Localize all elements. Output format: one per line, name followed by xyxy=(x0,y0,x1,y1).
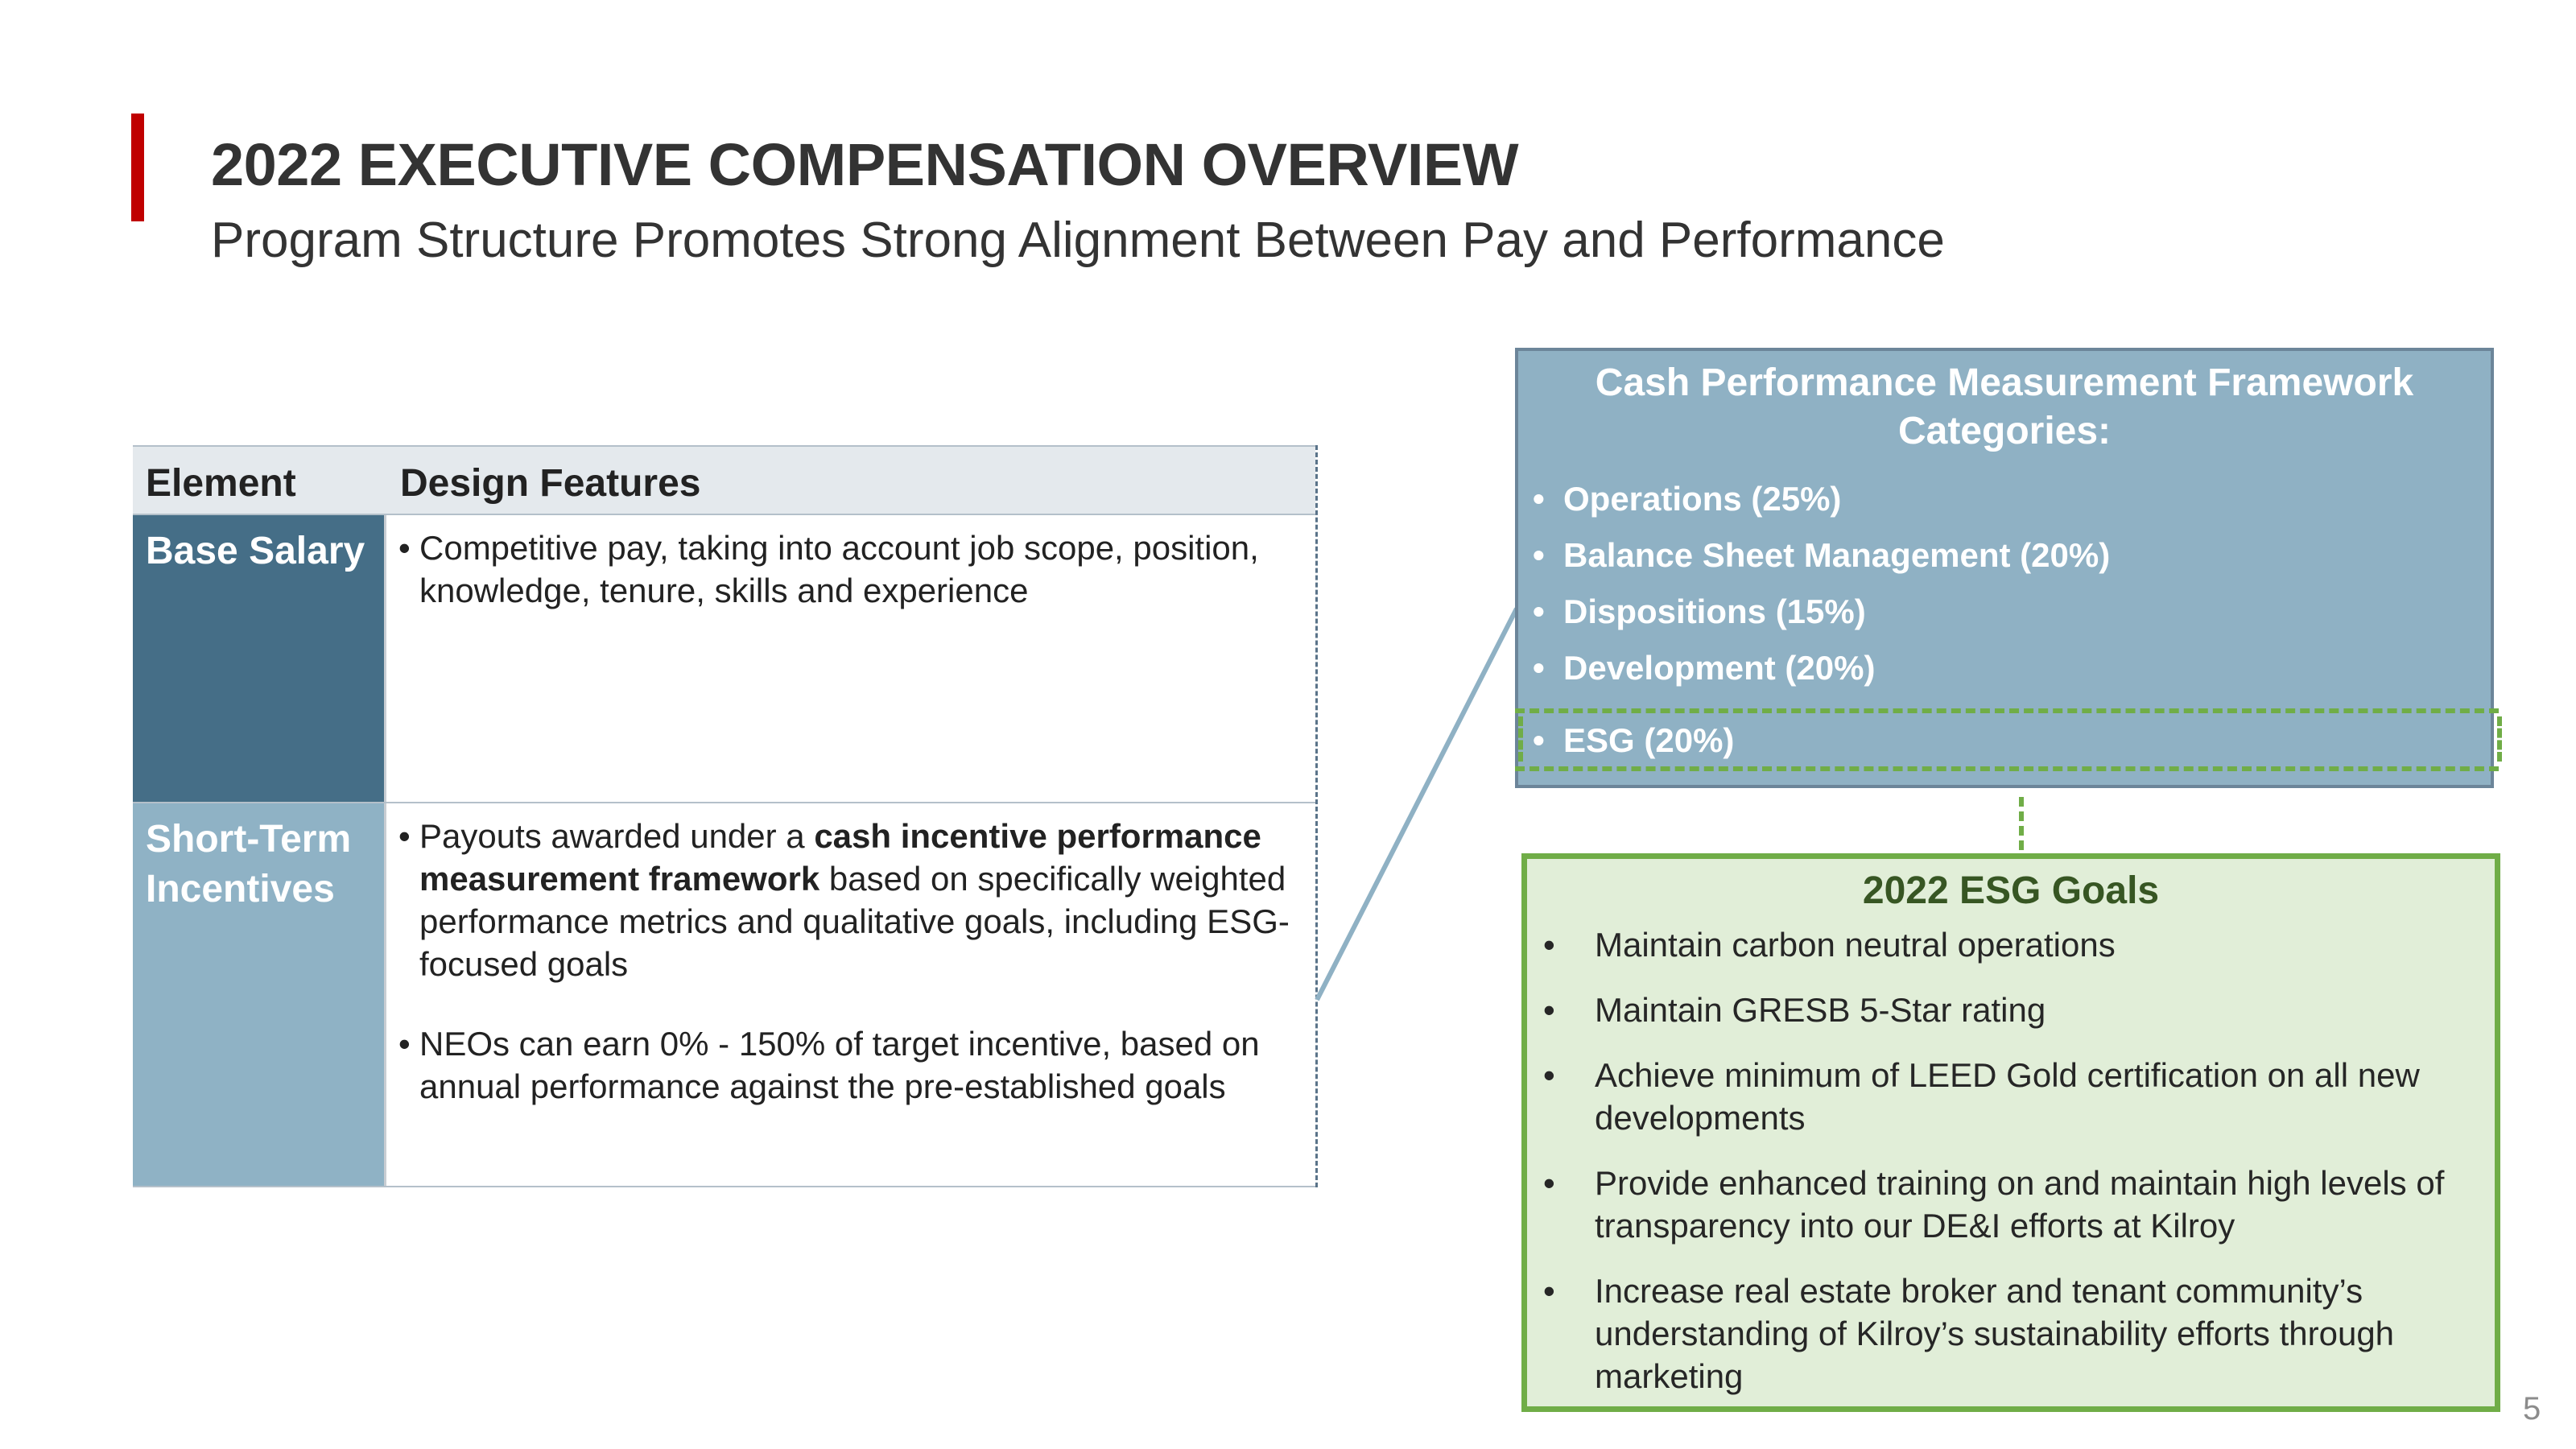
feature-text-post: based on specifically weighted performan… xyxy=(419,860,1290,983)
bullet-icon: • xyxy=(1543,926,1555,964)
framework-category-esg: • ESG (20%) xyxy=(1533,720,1734,776)
bullet-icon: • xyxy=(1543,1272,1555,1310)
bullet-icon: • xyxy=(398,1025,411,1063)
framework-category: • Operations (25%) xyxy=(1533,478,2110,535)
bullet-icon: • xyxy=(1533,536,1545,574)
table-header: Element Design Features xyxy=(133,445,1315,515)
cash-framework-box: Cash Performance Measurement Framework C… xyxy=(1515,348,2494,788)
bullet-icon: • xyxy=(1543,991,1555,1029)
feature-bullet: • NEOs can earn 0% - 150% of target ince… xyxy=(398,1022,1292,1108)
table-row-base-salary: Base Salary • Competitive pay, taking in… xyxy=(133,515,1315,803)
framework-category-list: • Operations (25%) • Balance Sheet Managem… xyxy=(1533,478,2110,759)
esg-goal-item: • Achieve minimum of LEED Gold certificat… xyxy=(1543,1054,2485,1139)
design-features-cell: • Payouts awarded under a cash incentive… xyxy=(398,815,1292,1145)
framework-category: • Development (20%) xyxy=(1533,647,2110,704)
feature-text-pre: Payouts awarded under a xyxy=(419,817,815,855)
feature-bullet: • Competitive pay, taking into account j… xyxy=(398,526,1292,612)
bullet-icon: • xyxy=(398,529,411,567)
framework-category: • Balance Sheet Management (20%) xyxy=(1533,535,2110,591)
feature-text-bold: cash incentive performance measurement f… xyxy=(419,817,1261,898)
title-accent-bar xyxy=(131,114,144,221)
esg-dashed-connector xyxy=(2019,797,2024,850)
esg-goals-title: 2022 ESG Goals xyxy=(1862,869,2160,912)
bullet-icon: • xyxy=(1543,1164,1555,1202)
column-header-element: Element xyxy=(146,462,296,505)
bullet-icon: • xyxy=(1543,1056,1555,1094)
esg-goal-item: • Provide enhanced training on and mainta… xyxy=(1543,1162,2485,1247)
page-number: 5 xyxy=(2523,1391,2541,1426)
element-label: Short-Term Incentives xyxy=(133,803,386,1186)
bullet-icon: • xyxy=(398,817,411,855)
page-title: 2022 EXECUTIVE COMPENSATION OVERVIEW xyxy=(211,131,1519,198)
feature-bullet: • Payouts awarded under a cash incentive… xyxy=(398,815,1292,985)
esg-goals-list: • Maintain carbon neutral operations • Mai… xyxy=(1543,923,2485,1420)
framework-category: • Dispositions (15%) xyxy=(1533,591,2110,647)
bullet-icon: • xyxy=(1533,721,1545,759)
page-subtitle: Program Structure Promotes Strong Alignm… xyxy=(211,213,1945,268)
esg-goal-item: • Maintain GRESB 5-Star rating xyxy=(1543,989,2485,1031)
bullet-icon: • xyxy=(1533,592,1545,630)
column-header-design-features: Design Features xyxy=(400,462,701,505)
esg-goal-item: • Increase real estate broker and tenant … xyxy=(1543,1269,2485,1397)
table-row-short-term-incentives: Short-Term Incentives • Payouts awarded … xyxy=(133,803,1315,1187)
esg-goal-item: • Maintain carbon neutral operations xyxy=(1543,923,2485,966)
bullet-icon: • xyxy=(1533,649,1545,687)
compensation-table: Element Design Features Base Salary • Co… xyxy=(133,445,1318,1187)
feature-text: NEOs can earn 0% - 150% of target incent… xyxy=(419,1025,1260,1105)
framework-title: Cash Performance Measurement Framework C… xyxy=(1595,361,2414,452)
element-label: Base Salary xyxy=(133,515,386,802)
esg-goals-box: 2022 ESG Goals • Maintain carbon neutral … xyxy=(1521,853,2500,1412)
design-features-cell: • Competitive pay, taking into account j… xyxy=(398,526,1292,649)
feature-text: Competitive pay, taking into account job… xyxy=(419,529,1259,609)
esg-dashed-highlight xyxy=(1515,708,2502,771)
bullet-icon: • xyxy=(1533,480,1545,518)
